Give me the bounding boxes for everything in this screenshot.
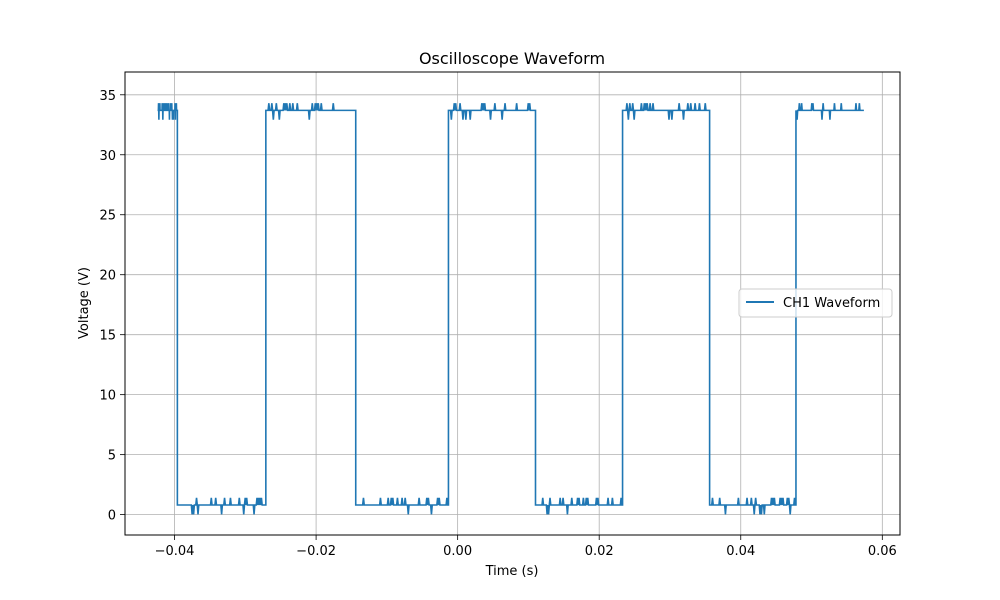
tick-layer: −0.04 −0.02 0.00 0.02 0.04 0.06 0 5 10 15 20 25 30 35 xyxy=(99,89,896,559)
series-line-ch1 xyxy=(157,103,864,515)
x-tick-label: 0.02 xyxy=(585,544,614,559)
x-tick-label: 0.00 xyxy=(443,544,472,559)
x-tick-label: −0.02 xyxy=(296,544,336,559)
y-tick-label: 25 xyxy=(99,209,116,224)
x-tick-label: −0.04 xyxy=(155,544,195,559)
y-tick-label: 35 xyxy=(99,89,116,104)
grid-lines xyxy=(125,72,900,535)
y-tick-label: 30 xyxy=(99,149,116,164)
series-layer xyxy=(157,103,864,515)
legend-label: CH1 Waveform xyxy=(783,296,880,311)
legend-box xyxy=(738,288,893,318)
x-axis-label: Time (s) xyxy=(485,564,539,579)
legend: CH1 Waveform xyxy=(738,288,893,318)
y-tick-label: 0 xyxy=(108,509,116,524)
y-axis-label: Voltage (V) xyxy=(77,267,92,339)
x-tick-label: 0.04 xyxy=(726,544,755,559)
plot-frame xyxy=(124,71,901,536)
chart-title: Oscilloscope Waveform xyxy=(419,49,605,68)
x-tick-label: 0.06 xyxy=(868,544,897,559)
y-tick-label: 15 xyxy=(99,329,116,344)
y-tick-label: 10 xyxy=(99,389,116,404)
y-tick-label: 20 xyxy=(99,269,116,284)
y-tick-label: 5 xyxy=(108,449,116,464)
